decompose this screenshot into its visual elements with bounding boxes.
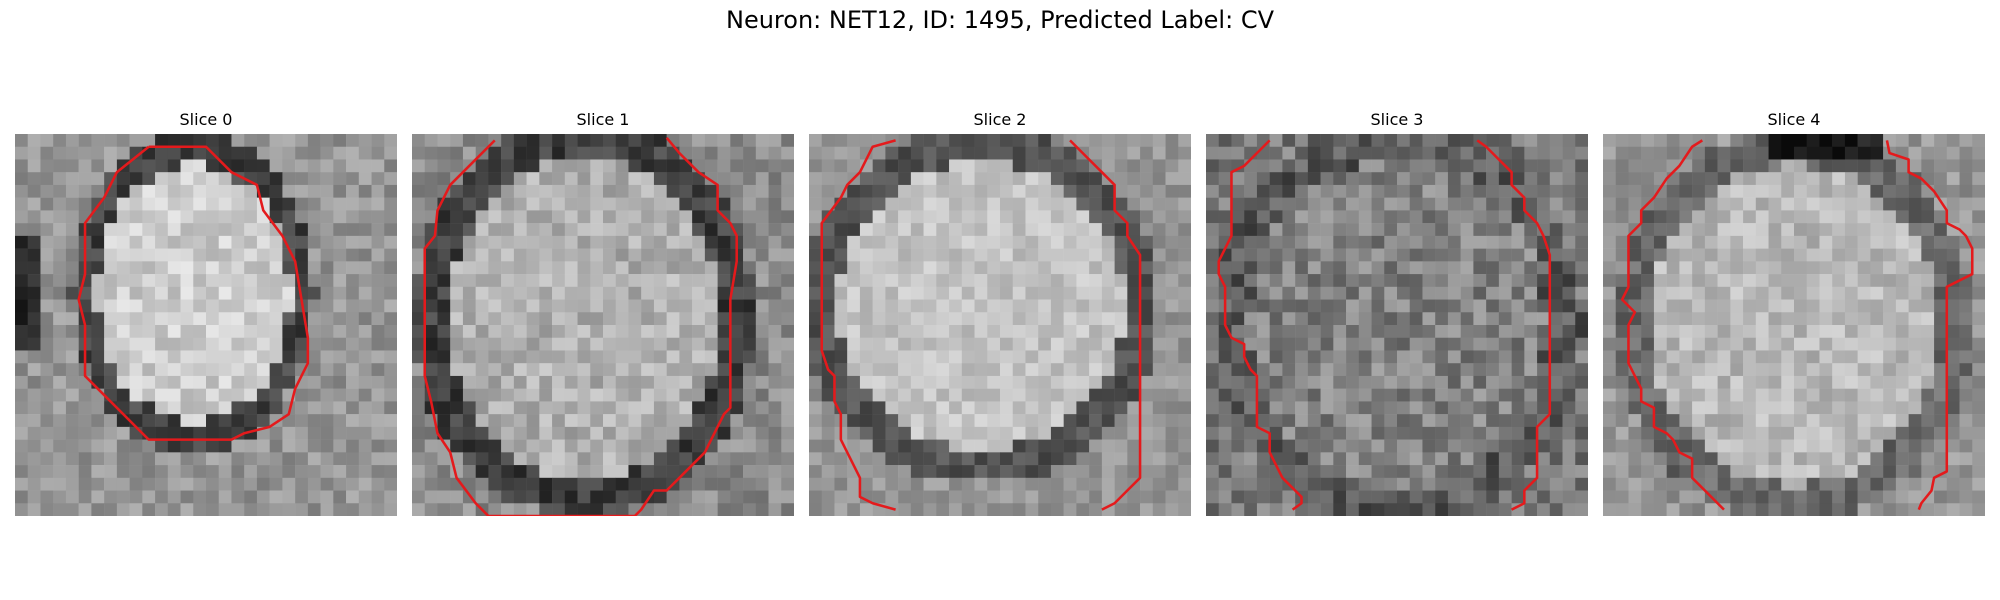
- slice-title-0: Slice 0: [179, 110, 233, 129]
- slice-title-2: Slice 2: [973, 110, 1027, 129]
- pixel-grid: [1206, 134, 1588, 516]
- roi-contour: [1217, 139, 1303, 511]
- pixel-grid: [15, 134, 397, 516]
- pixel-grid: [412, 134, 794, 516]
- roi-contour: [1620, 139, 1725, 511]
- roi-contour: [1069, 139, 1142, 511]
- roi-contour: [423, 137, 738, 516]
- slice-panel-4: Slice 4: [1603, 110, 1985, 516]
- slice-image-2: [809, 134, 1191, 516]
- slice-panel-0: Slice 0: [15, 110, 397, 516]
- slice-panel-1: Slice 1: [412, 110, 794, 516]
- slice-panel-3: Slice 3: [1206, 110, 1588, 516]
- slice-title-1: Slice 1: [576, 110, 630, 129]
- pixel-grid: [809, 134, 1191, 516]
- roi-contour: [1885, 140, 1974, 511]
- slice-title-4: Slice 4: [1767, 110, 1821, 129]
- roi-contour: [77, 145, 310, 441]
- figure-title: Neuron: NET12, ID: 1495, Predicted Label…: [726, 6, 1274, 34]
- roi-contour: [820, 139, 896, 511]
- slice-image-4: [1603, 134, 1985, 516]
- roi-contour: [1476, 139, 1552, 511]
- slice-title-3: Slice 3: [1370, 110, 1424, 129]
- slice-image-3: [1206, 134, 1588, 516]
- pixel-grid: [1603, 134, 1985, 516]
- slice-image-0: [15, 134, 397, 516]
- slice-image-1: [412, 134, 794, 516]
- slice-panel-2: Slice 2: [809, 110, 1191, 516]
